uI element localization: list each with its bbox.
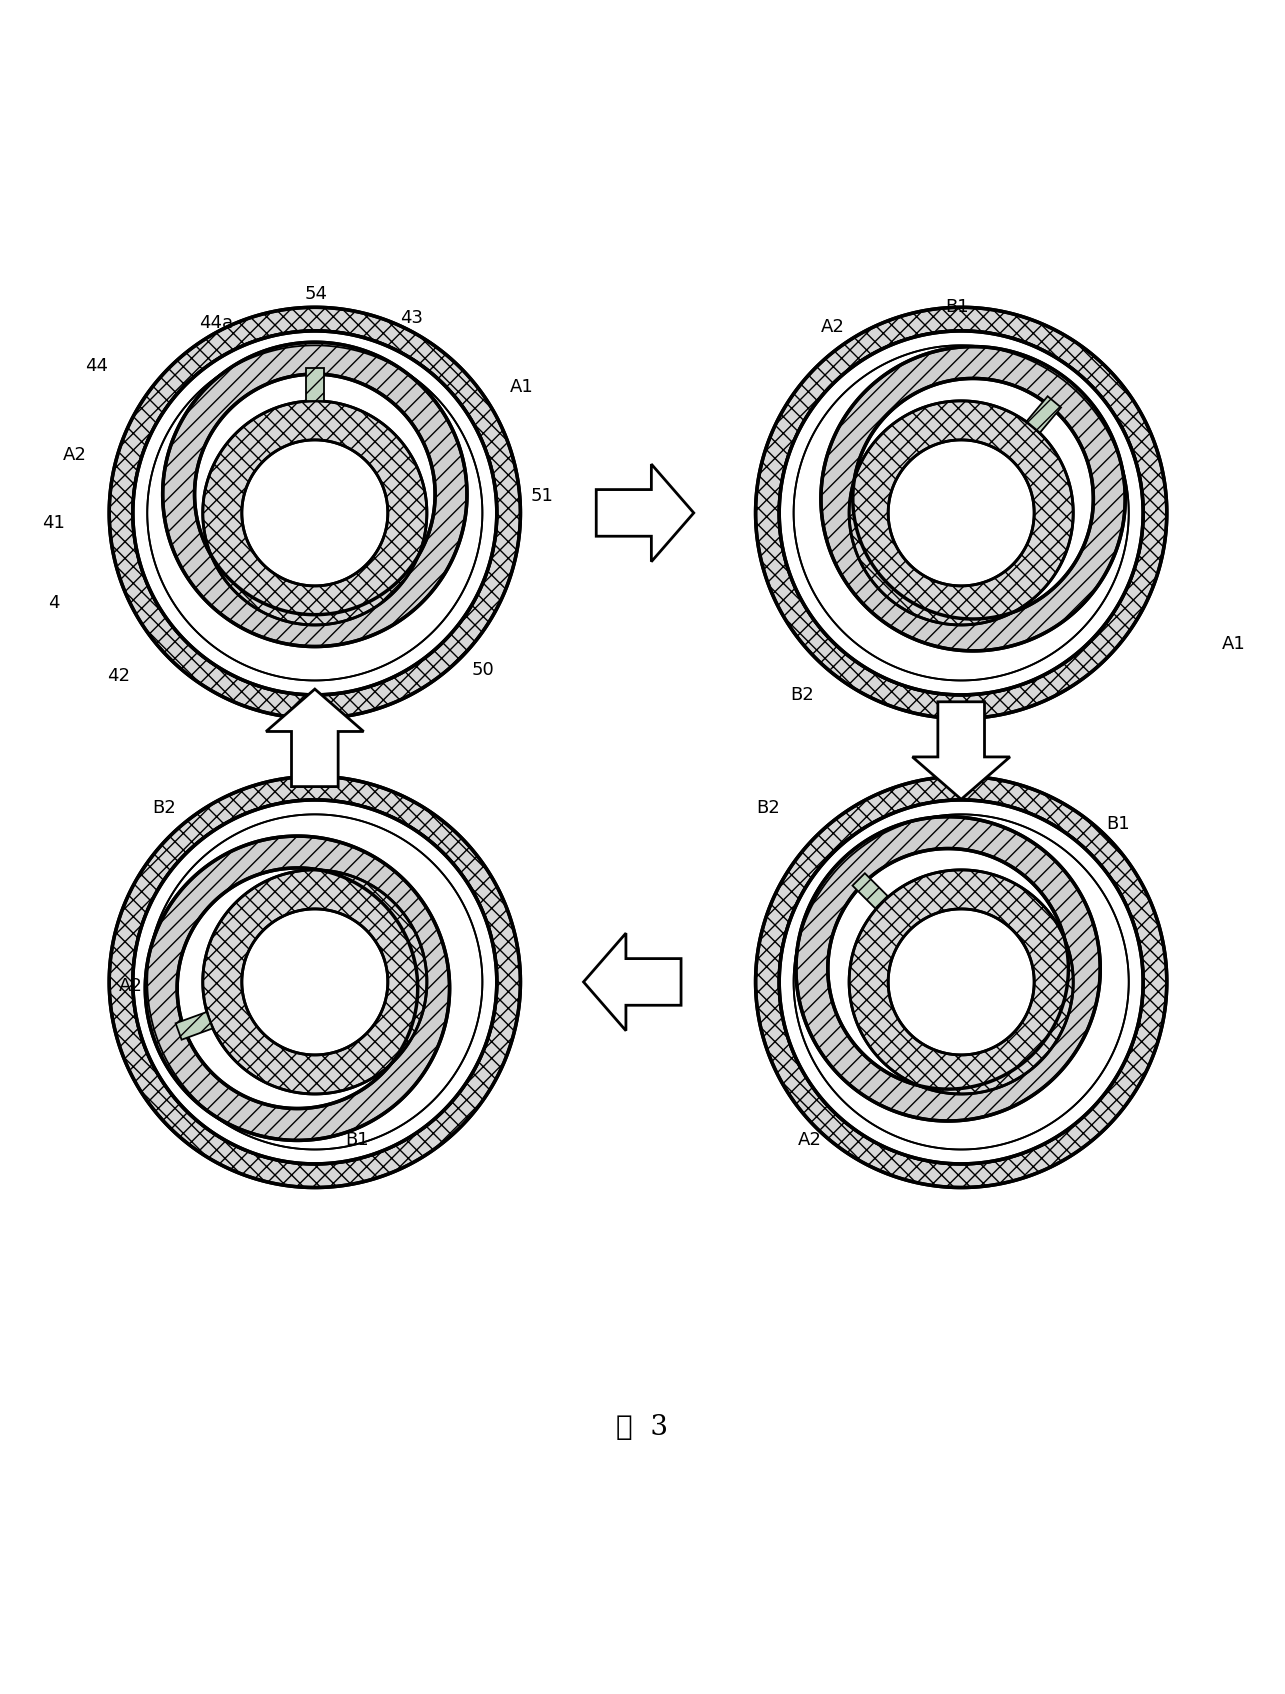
Polygon shape	[779, 800, 1144, 1164]
Text: B1: B1	[946, 298, 969, 317]
Text: B1: B1	[1106, 815, 1130, 833]
Text: B2: B2	[790, 686, 813, 705]
Text: A1: A1	[510, 378, 533, 396]
Polygon shape	[779, 800, 1144, 1164]
Polygon shape	[163, 342, 466, 647]
Text: 44: 44	[85, 357, 108, 376]
Text: 54: 54	[305, 286, 328, 303]
Polygon shape	[583, 933, 681, 1030]
Polygon shape	[132, 800, 497, 1164]
Text: A2: A2	[821, 317, 844, 335]
Text: 41: 41	[42, 515, 66, 532]
Polygon shape	[756, 307, 1167, 718]
Polygon shape	[132, 800, 497, 1164]
Polygon shape	[853, 378, 1094, 618]
Text: 4: 4	[49, 595, 59, 612]
Polygon shape	[203, 871, 427, 1094]
Text: 51: 51	[531, 488, 554, 505]
Text: B2: B2	[153, 800, 176, 818]
Polygon shape	[888, 440, 1034, 586]
Text: 43: 43	[400, 308, 423, 327]
Polygon shape	[779, 330, 1144, 695]
Text: 50: 50	[472, 661, 495, 679]
Polygon shape	[203, 401, 427, 625]
Polygon shape	[912, 701, 1010, 800]
Polygon shape	[132, 330, 497, 695]
Polygon shape	[242, 440, 388, 586]
Polygon shape	[795, 817, 1100, 1121]
Polygon shape	[821, 347, 1126, 650]
Polygon shape	[849, 871, 1073, 1094]
Polygon shape	[756, 776, 1167, 1187]
Polygon shape	[852, 872, 888, 910]
Polygon shape	[828, 849, 1068, 1089]
Polygon shape	[109, 307, 520, 718]
Text: A1: A1	[1222, 635, 1245, 652]
Polygon shape	[849, 401, 1073, 625]
Text: B1: B1	[346, 1132, 369, 1149]
Text: 42: 42	[107, 667, 130, 684]
Text: A2: A2	[63, 446, 86, 464]
Text: 图  3: 图 3	[617, 1414, 668, 1442]
Polygon shape	[145, 837, 450, 1140]
Text: 44a: 44a	[199, 313, 233, 332]
Polygon shape	[177, 867, 418, 1108]
Polygon shape	[176, 1011, 212, 1040]
Polygon shape	[596, 464, 694, 562]
Polygon shape	[888, 910, 1034, 1055]
Polygon shape	[1027, 396, 1061, 432]
Text: A2: A2	[798, 1132, 821, 1149]
Polygon shape	[779, 330, 1144, 695]
Polygon shape	[306, 368, 324, 401]
Polygon shape	[109, 776, 520, 1187]
Text: A2: A2	[120, 977, 143, 994]
Polygon shape	[266, 689, 364, 786]
Polygon shape	[132, 330, 497, 695]
Polygon shape	[242, 910, 388, 1055]
Text: B2: B2	[757, 800, 780, 818]
Polygon shape	[194, 374, 436, 615]
